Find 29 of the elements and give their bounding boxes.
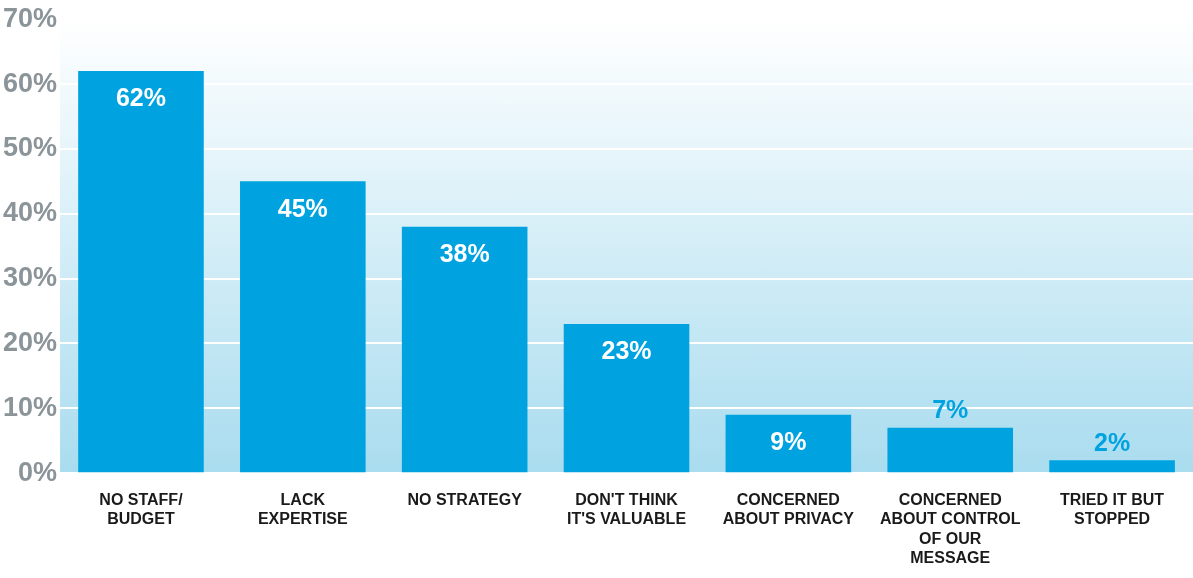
y-tick-label: 0%	[18, 456, 58, 487]
x-tick-label: TRIED IT BUT STOPPED	[1060, 491, 1165, 528]
bar	[725, 414, 852, 473]
x-tick-label: NO STAFF/ BUDGET	[99, 491, 184, 528]
data-label: 62%	[115, 83, 166, 112]
x-tick-label: LACK EXPERTISE	[257, 491, 349, 528]
data-label: 38%	[439, 239, 490, 268]
bar	[563, 324, 690, 473]
data-label: 7%	[932, 395, 969, 424]
bar	[401, 226, 528, 473]
data-label: 45%	[277, 193, 328, 222]
bar	[78, 71, 204, 473]
data-label: 2%	[1094, 427, 1131, 456]
bar	[240, 181, 366, 473]
data-label: 9%	[770, 427, 807, 456]
x-tick-label: CONCERNED ABOUT PRIVACY	[722, 491, 855, 528]
y-tick-label: 10%	[2, 391, 58, 422]
bar	[887, 427, 1014, 473]
y-tick-label: 60%	[2, 67, 58, 98]
y-tick-label: 40%	[2, 197, 58, 228]
y-tick-label: 50%	[2, 132, 58, 163]
y-tick-label: 30%	[2, 262, 58, 293]
y-tick-label: 20%	[2, 326, 58, 357]
x-tick-label: DON'T THINK IT'S VALUABLE	[566, 491, 687, 528]
x-tick-label: NO STRATEGY	[407, 491, 523, 509]
y-tick-label: 70%	[2, 2, 58, 33]
data-label: 23%	[601, 336, 652, 365]
x-tick-label: CONCERNED ABOUT CONTROL OF OUR MESSAGE	[880, 491, 1021, 566]
bar	[1049, 460, 1175, 473]
